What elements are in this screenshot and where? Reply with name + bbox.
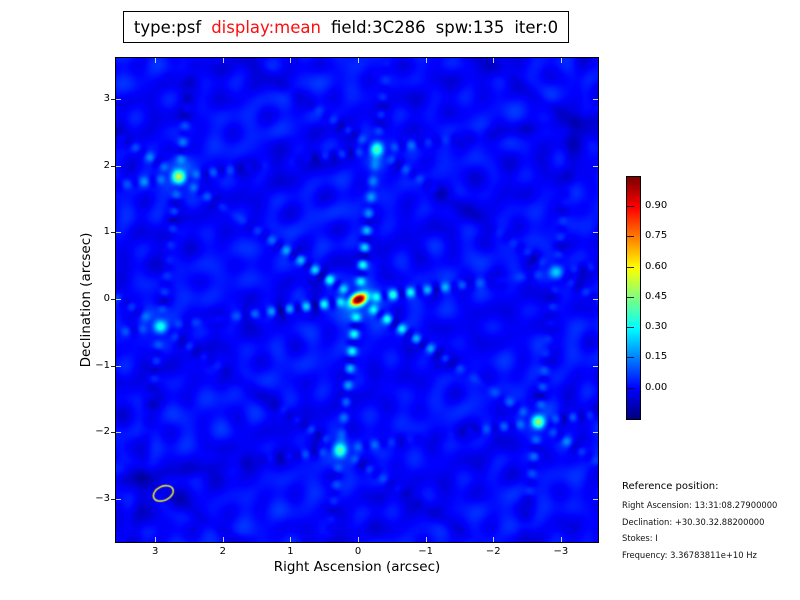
colorbar-tick-label: 0.00 — [645, 381, 668, 393]
y-tick-mark — [111, 365, 115, 367]
y-tick-mark — [111, 99, 115, 101]
colorbar-tick-mark — [627, 327, 634, 329]
reference-position-block: Reference position: Right Ascension: 13:… — [622, 481, 798, 566]
x-tick-label: −3 — [553, 546, 569, 557]
y-tick-mark — [116, 365, 121, 367]
y-tick-mark — [111, 299, 115, 300]
x-tick-mark — [358, 537, 359, 542]
x-tick-mark — [358, 58, 359, 63]
x-tick-mark — [155, 58, 157, 63]
title-token: display:mean — [211, 17, 321, 37]
y-tick-mark — [593, 498, 598, 500]
colorbar-tick-label: 0.60 — [645, 260, 668, 272]
colorbar-tick-mark — [627, 357, 634, 359]
y-tick-mark — [111, 165, 115, 167]
x-tick-mark — [222, 58, 224, 63]
y-tick-mark — [116, 432, 121, 434]
y-tick-label: −3 — [95, 492, 110, 504]
y-tick-label: 1 — [103, 226, 110, 238]
y-tick-mark — [593, 432, 598, 434]
y-tick-label: −2 — [95, 426, 110, 438]
reference-heading: Reference position: — [622, 481, 719, 492]
x-tick-mark — [425, 58, 427, 63]
plot-title-box: type:psf display:mean field:3C286 spw:135 it… — [123, 11, 569, 43]
colorbar-gradient — [627, 177, 640, 419]
x-tick-mark — [290, 58, 292, 63]
title-token: field:3C286 — [330, 17, 426, 37]
x-tick-label: −1 — [418, 546, 433, 557]
x-axis-label: Right Ascension (arcsec) — [273, 559, 441, 575]
y-tick-mark — [593, 165, 598, 167]
x-tick-mark — [155, 537, 157, 542]
reference-line: Declination: +30.30.32.88200000 — [622, 516, 765, 527]
x-tick-mark — [222, 537, 224, 542]
colorbar-tick-label: 0.30 — [645, 321, 668, 333]
colorbar-tick-label: 0.90 — [645, 200, 668, 212]
x-tick-mark — [560, 537, 562, 542]
psf-image — [116, 58, 598, 542]
y-tick-label: −1 — [95, 359, 110, 371]
y-tick-label: 0 — [103, 293, 110, 304]
x-tick-label: 2 — [219, 546, 226, 557]
y-tick-mark — [116, 299, 121, 300]
title-token: type:psf — [133, 17, 202, 37]
y-tick-mark — [111, 232, 115, 234]
reference-line: Right Ascension: 13:31:08.27900000 — [622, 500, 778, 510]
x-tick-mark — [290, 537, 292, 542]
x-tick-label: −2 — [485, 546, 501, 557]
title-token: iter:0 — [514, 17, 559, 37]
reference-line: Stokes: I — [622, 533, 658, 544]
colorbar-tick-mark — [627, 236, 634, 238]
y-tick-mark — [593, 299, 598, 300]
y-tick-mark — [593, 99, 598, 101]
x-tick-mark — [560, 58, 562, 63]
colorbar-tick-label: 0.45 — [645, 290, 668, 302]
x-tick-label: 3 — [152, 546, 159, 557]
y-tick-mark — [593, 365, 598, 367]
y-tick-mark — [116, 99, 121, 101]
colorbar-tick-label: 0.75 — [645, 230, 668, 242]
y-tick-mark — [116, 232, 121, 234]
colorbar-tick-mark — [627, 206, 634, 208]
colorbar-tick-mark — [627, 296, 634, 298]
x-tick-label: 0 — [354, 546, 362, 557]
x-tick-label: 1 — [287, 546, 294, 557]
y-tick-mark — [116, 498, 121, 500]
y-tick-mark — [116, 165, 121, 167]
colorbar-tick-mark — [627, 387, 634, 389]
x-tick-mark — [493, 58, 495, 63]
reference-line: Frequency: 3.36783811e+10 Hz — [622, 549, 757, 560]
reference-lines: Right Ascension: 13:31:08.27900000 Declin… — [622, 500, 798, 560]
y-tick-mark — [593, 232, 598, 234]
colorbar: 0.90 0.75 0.60 0.45 0.30 0.15 0.00 — [626, 176, 667, 420]
x-tick-mark — [425, 537, 427, 542]
title-token: spw:135 — [435, 17, 505, 37]
colorbar-tick-mark — [627, 266, 634, 268]
psf-plot: Right Ascension (arcsec) Declination (ar… — [78, 57, 599, 575]
y-tick-mark — [111, 432, 115, 434]
y-tick-label: 3 — [103, 93, 110, 105]
x-tick-mark — [493, 537, 495, 542]
colorbar-tick-label: 0.15 — [645, 351, 668, 363]
y-tick-label: 2 — [103, 159, 110, 171]
y-tick-mark — [111, 498, 115, 500]
